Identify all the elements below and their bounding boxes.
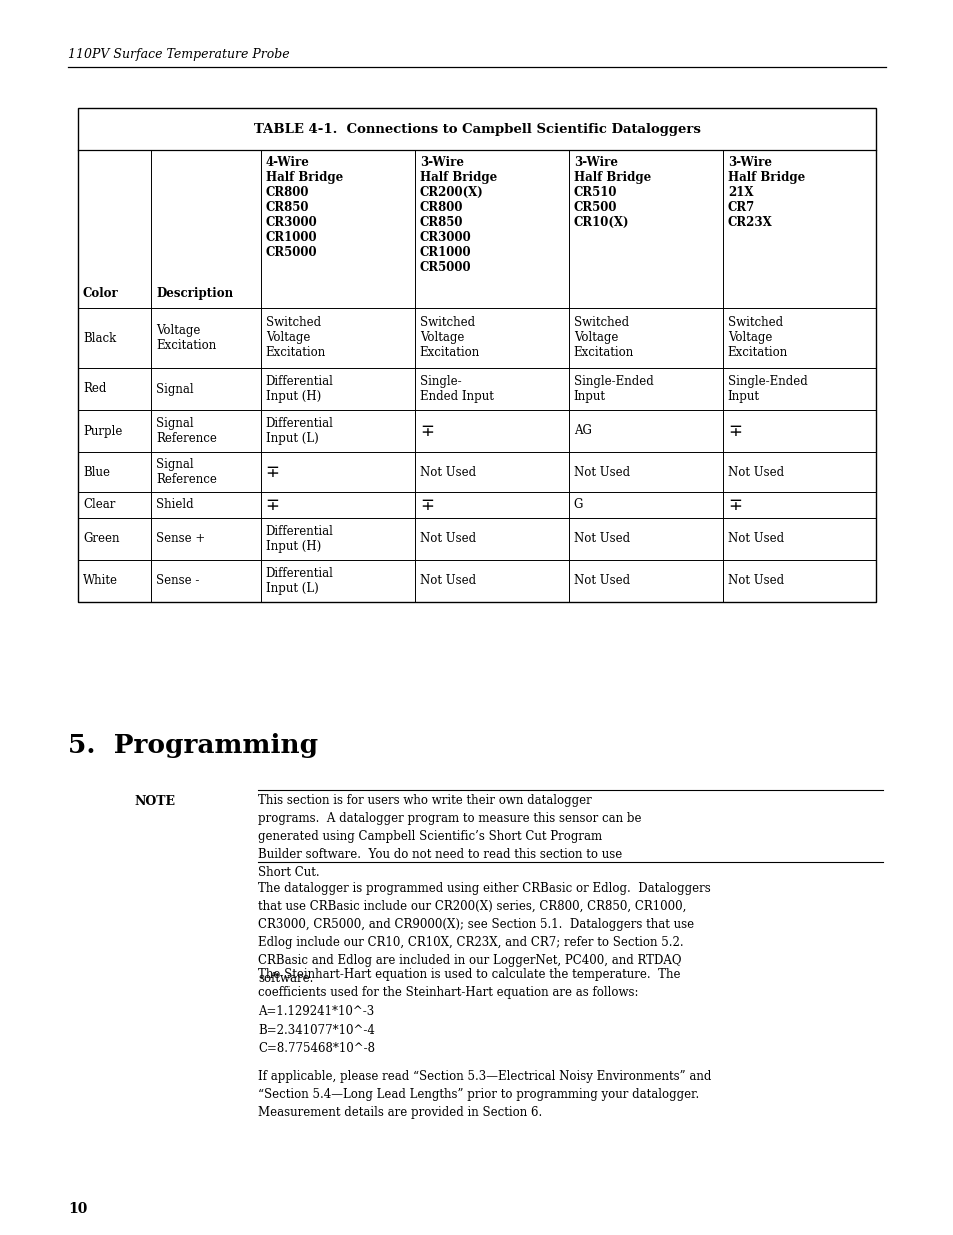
Text: This section is for users who write their own datalogger
programs.  A datalogger: This section is for users who write thei… — [257, 794, 640, 879]
Text: If applicable, please read “Section 5.3—Electrical Noisy Environments” and
“Sect: If applicable, please read “Section 5.3—… — [257, 1070, 711, 1119]
Text: Single-
Ended Input: Single- Ended Input — [419, 375, 493, 403]
Text: ∓: ∓ — [419, 422, 434, 440]
Text: 4-Wire
Half Bridge
CR800
CR850
CR3000
CR1000
CR5000: 4-Wire Half Bridge CR800 CR850 CR3000 CR… — [266, 156, 343, 259]
Text: ∓: ∓ — [266, 496, 279, 514]
Text: Signal
Reference: Signal Reference — [156, 458, 217, 487]
Text: Not Used: Not Used — [727, 532, 783, 546]
Text: ∓: ∓ — [419, 496, 434, 514]
Text: Not Used: Not Used — [573, 466, 629, 478]
Text: 5.  Programming: 5. Programming — [68, 734, 317, 758]
Text: Not Used: Not Used — [419, 574, 476, 588]
Text: Red: Red — [83, 383, 107, 395]
Text: ∓: ∓ — [727, 422, 740, 440]
Text: Switched
Voltage
Excitation: Switched Voltage Excitation — [419, 316, 479, 359]
Text: Not Used: Not Used — [573, 574, 629, 588]
Text: Differential
Input (H): Differential Input (H) — [266, 525, 334, 553]
Text: A=1.129241*10^-3
B=2.341077*10^-4
C=8.775468*10^-8: A=1.129241*10^-3 B=2.341077*10^-4 C=8.77… — [257, 1005, 375, 1055]
Text: Purple: Purple — [83, 425, 122, 437]
Text: Not Used: Not Used — [573, 532, 629, 546]
Text: Description: Description — [156, 287, 233, 300]
Text: Not Used: Not Used — [727, 574, 783, 588]
Text: NOTE: NOTE — [134, 795, 175, 808]
Text: TABLE 4-1.  Connections to Campbell Scientific Dataloggers: TABLE 4-1. Connections to Campbell Scien… — [253, 122, 700, 136]
Text: Shield: Shield — [156, 499, 193, 511]
Text: The datalogger is programmed using either CRBasic or Edlog.  Dataloggers
that us: The datalogger is programmed using eithe… — [257, 882, 710, 986]
Text: Differential
Input (L): Differential Input (L) — [266, 567, 334, 595]
Text: Switched
Voltage
Excitation: Switched Voltage Excitation — [727, 316, 787, 359]
Text: Differential
Input (L): Differential Input (L) — [266, 417, 334, 445]
Text: Sense -: Sense - — [156, 574, 199, 588]
Text: AG: AG — [573, 425, 591, 437]
Text: White: White — [83, 574, 118, 588]
Text: Color: Color — [83, 287, 118, 300]
Text: Sense +: Sense + — [156, 532, 206, 546]
Text: Switched
Voltage
Excitation: Switched Voltage Excitation — [266, 316, 326, 359]
Text: ∓: ∓ — [266, 463, 279, 480]
Text: 110PV Surface Temperature Probe: 110PV Surface Temperature Probe — [68, 48, 290, 61]
Text: Not Used: Not Used — [419, 466, 476, 478]
Text: ∓: ∓ — [727, 496, 740, 514]
Text: Signal
Reference: Signal Reference — [156, 417, 217, 445]
Text: Signal: Signal — [156, 383, 193, 395]
Text: Green: Green — [83, 532, 119, 546]
Text: Blue: Blue — [83, 466, 110, 478]
Text: Single-Ended
Input: Single-Ended Input — [573, 375, 653, 403]
Text: Single-Ended
Input: Single-Ended Input — [727, 375, 806, 403]
Text: Clear: Clear — [83, 499, 115, 511]
Text: G: G — [573, 499, 582, 511]
Text: 3-Wire
Half Bridge
21X
CR7
CR23X: 3-Wire Half Bridge 21X CR7 CR23X — [727, 156, 804, 228]
Text: Switched
Voltage
Excitation: Switched Voltage Excitation — [573, 316, 634, 359]
Bar — [78, 107, 875, 601]
Text: 10: 10 — [68, 1202, 88, 1216]
Text: Black: Black — [83, 331, 116, 345]
Text: 3-Wire
Half Bridge
CR510
CR500
CR10(X): 3-Wire Half Bridge CR510 CR500 CR10(X) — [573, 156, 650, 228]
Text: Not Used: Not Used — [419, 532, 476, 546]
Text: 3-Wire
Half Bridge
CR200(X)
CR800
CR850
CR3000
CR1000
CR5000: 3-Wire Half Bridge CR200(X) CR800 CR850 … — [419, 156, 497, 274]
Text: Voltage
Excitation: Voltage Excitation — [156, 324, 216, 352]
Text: The Steinhart-Hart equation is used to calculate the temperature.  The
coefficie: The Steinhart-Hart equation is used to c… — [257, 968, 679, 999]
Text: Differential
Input (H): Differential Input (H) — [266, 375, 334, 403]
Text: Not Used: Not Used — [727, 466, 783, 478]
